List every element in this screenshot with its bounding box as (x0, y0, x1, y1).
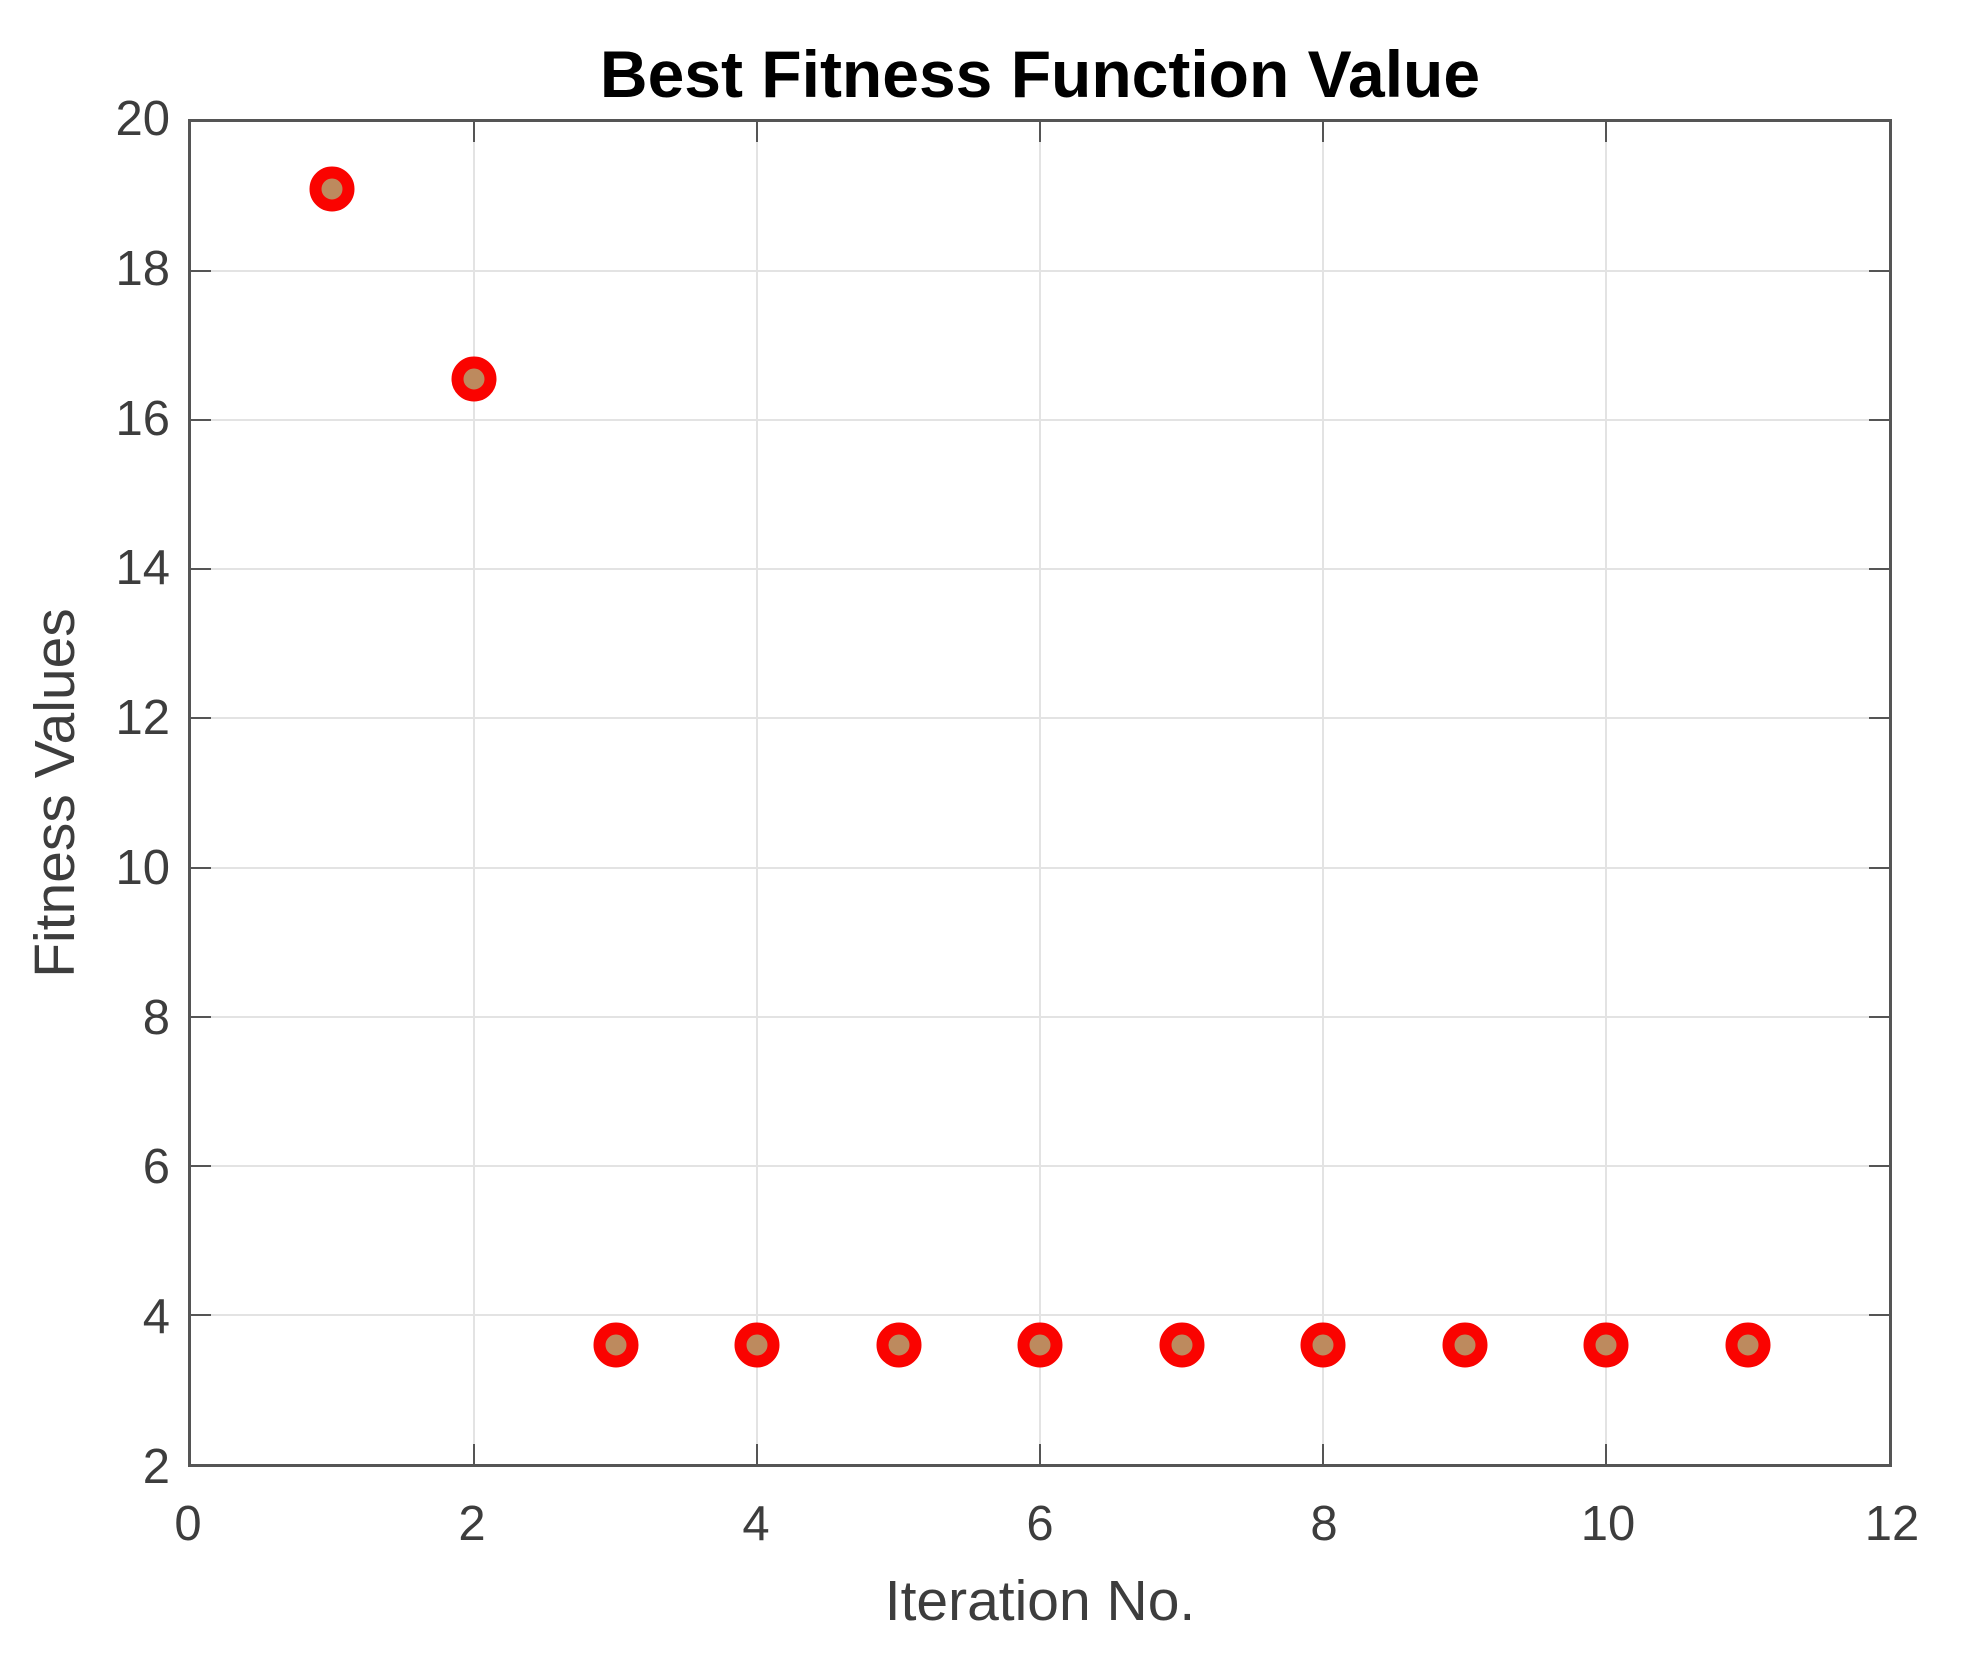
data-point-marker (1159, 1322, 1204, 1368)
y-tick-label: 16 (115, 391, 170, 446)
x-tick-label: 10 (1580, 1497, 1636, 1551)
tick-mark (1039, 1444, 1041, 1464)
y-tick-label: 2 (142, 1440, 170, 1494)
y-axis-label: Fitness Values (23, 608, 87, 978)
y-tick-label: 4 (142, 1290, 170, 1345)
tick-mark (191, 270, 211, 273)
plot-area (188, 119, 1892, 1467)
tick-mark (191, 717, 211, 720)
grid-line (191, 270, 1889, 273)
data-point-marker (593, 1322, 638, 1368)
tick-mark (1605, 122, 1607, 142)
tick-mark (1321, 1444, 1324, 1464)
tick-mark (1321, 122, 1324, 142)
data-point-marker (451, 356, 497, 402)
chart-title: Best Fitness Function Value (599, 37, 1481, 111)
grid-line (1039, 122, 1041, 1464)
y-tick-label: 18 (115, 241, 170, 296)
tick-mark (191, 866, 211, 869)
tick-mark (755, 122, 758, 142)
x-tick-label: 2 (458, 1497, 486, 1551)
tick-mark (191, 568, 211, 571)
y-tick-label: 12 (115, 691, 170, 746)
data-point-marker (1725, 1322, 1770, 1368)
grid-line (755, 122, 758, 1464)
data-point-marker (876, 1322, 921, 1368)
data-point-marker (734, 1322, 780, 1368)
grid-line (472, 122, 475, 1464)
grid-line (191, 1015, 1889, 1018)
tick-mark (191, 419, 211, 422)
grid-line (191, 1164, 1889, 1167)
data-point-marker (309, 166, 355, 212)
x-tick-label: 8 (1310, 1497, 1338, 1551)
tick-mark (1869, 419, 1889, 422)
grid-line (191, 717, 1889, 720)
tick-mark (1869, 1313, 1889, 1316)
y-tick-label: 10 (115, 840, 170, 895)
y-tick-label: 20 (115, 92, 170, 146)
tick-mark (1869, 270, 1889, 273)
tick-mark (1605, 1444, 1607, 1464)
tick-mark (472, 122, 475, 142)
tick-mark (191, 1015, 211, 1018)
data-point-marker (1300, 1322, 1346, 1368)
tick-mark (472, 1444, 475, 1464)
x-axis-label: Iteration No. (884, 1569, 1196, 1633)
x-tick-label: 4 (742, 1497, 770, 1551)
grid-line (191, 419, 1889, 422)
grid-line (1605, 122, 1607, 1464)
tick-mark (191, 1313, 211, 1316)
data-point-marker (1442, 1322, 1487, 1368)
tick-mark (755, 1444, 758, 1464)
tick-mark (1039, 122, 1041, 142)
grid-line (191, 1313, 1889, 1316)
tick-mark (1869, 1015, 1889, 1018)
x-tick-label: 12 (1864, 1497, 1920, 1551)
tick-mark (191, 1164, 211, 1167)
grid-line (191, 568, 1889, 571)
y-tick-label: 14 (115, 541, 170, 596)
tick-mark (1869, 568, 1889, 571)
grid-line (191, 866, 1889, 869)
y-tick-label: 6 (142, 1140, 170, 1195)
x-tick-label: 0 (174, 1497, 202, 1551)
data-point-marker (1017, 1322, 1063, 1368)
grid-line (1321, 122, 1324, 1464)
x-tick-label: 6 (1026, 1497, 1054, 1551)
y-tick-label: 8 (142, 990, 170, 1045)
tick-mark (1869, 866, 1889, 869)
data-point-marker (1583, 1322, 1629, 1368)
tick-mark (1869, 1164, 1889, 1167)
tick-mark (1869, 717, 1889, 720)
